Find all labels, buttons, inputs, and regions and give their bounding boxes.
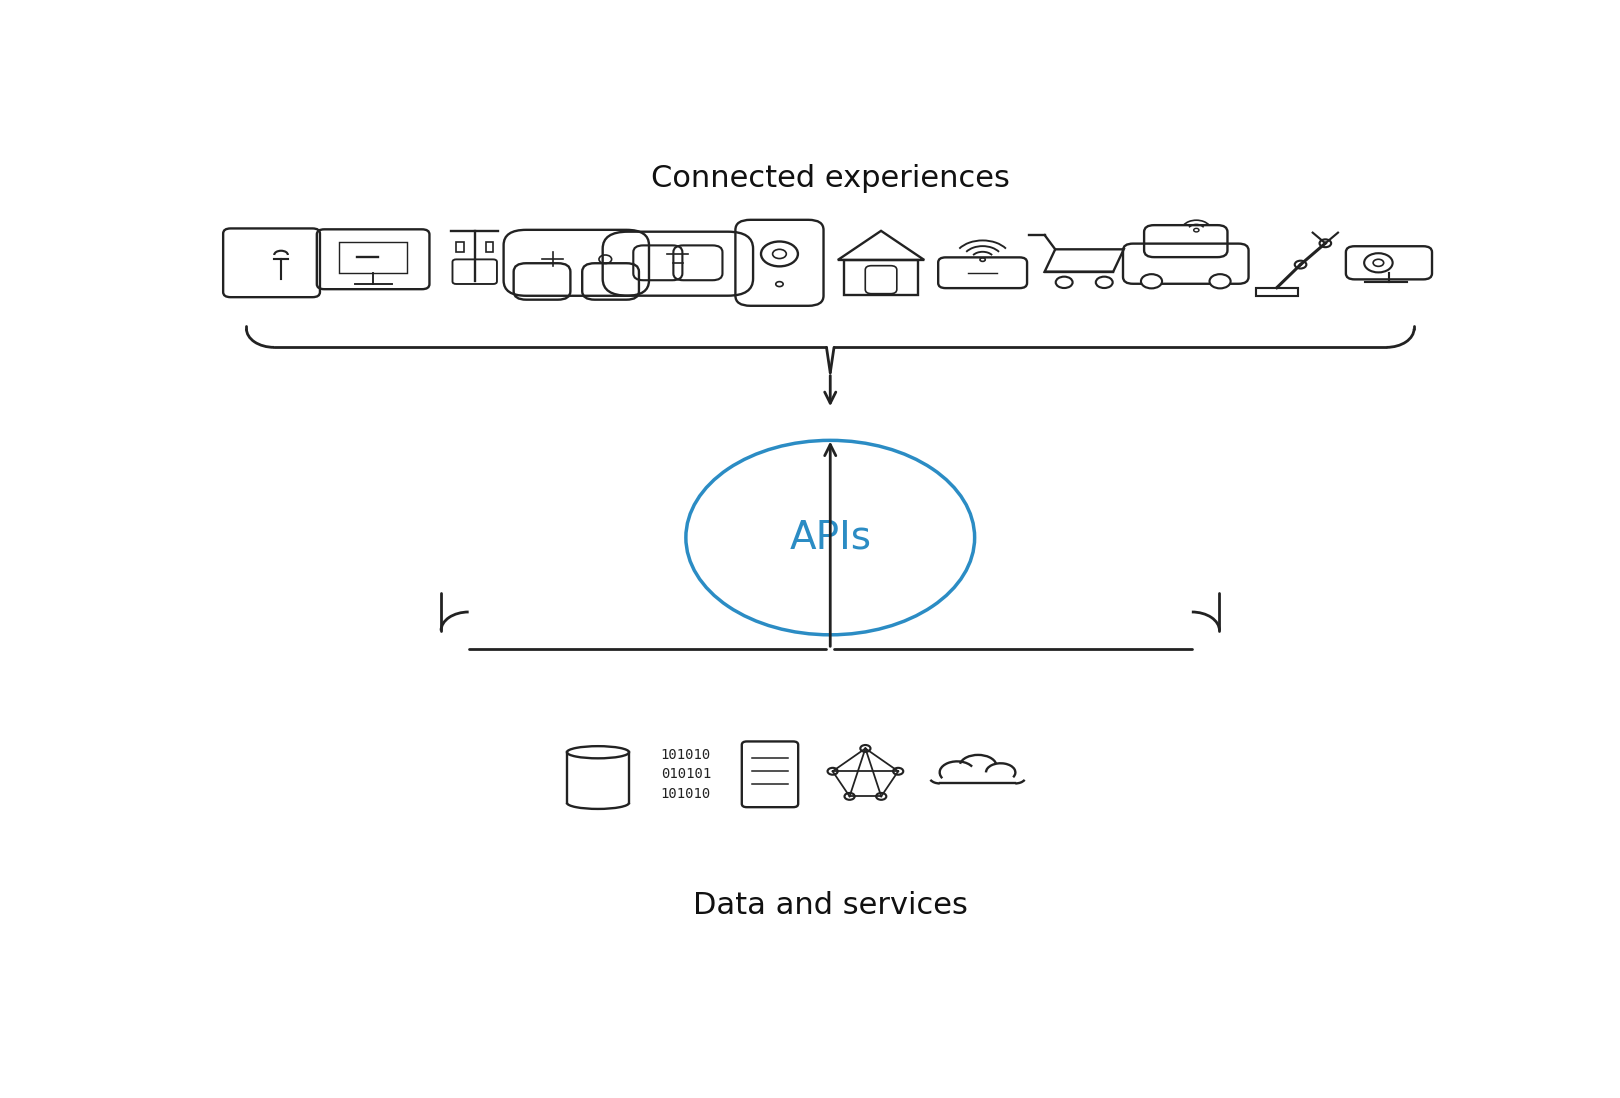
Circle shape <box>685 440 975 635</box>
Circle shape <box>876 793 886 799</box>
Ellipse shape <box>567 747 629 759</box>
Bar <box>339 243 407 272</box>
Bar <box>455 242 463 253</box>
Text: APIs: APIs <box>789 518 872 557</box>
Text: 010101: 010101 <box>661 768 711 782</box>
Circle shape <box>1364 254 1393 272</box>
Circle shape <box>828 768 838 775</box>
Circle shape <box>893 768 904 775</box>
Bar <box>844 260 919 295</box>
Circle shape <box>1294 260 1306 269</box>
Circle shape <box>1320 239 1332 247</box>
Text: Connected experiences: Connected experiences <box>651 164 1009 193</box>
Text: Data and services: Data and services <box>693 890 967 920</box>
Circle shape <box>860 746 870 752</box>
Circle shape <box>1210 274 1231 289</box>
Circle shape <box>844 793 855 799</box>
Bar <box>1256 288 1298 296</box>
Bar <box>486 242 494 253</box>
Text: 101010: 101010 <box>661 748 711 762</box>
Circle shape <box>1140 274 1162 289</box>
Text: 101010: 101010 <box>661 787 711 802</box>
